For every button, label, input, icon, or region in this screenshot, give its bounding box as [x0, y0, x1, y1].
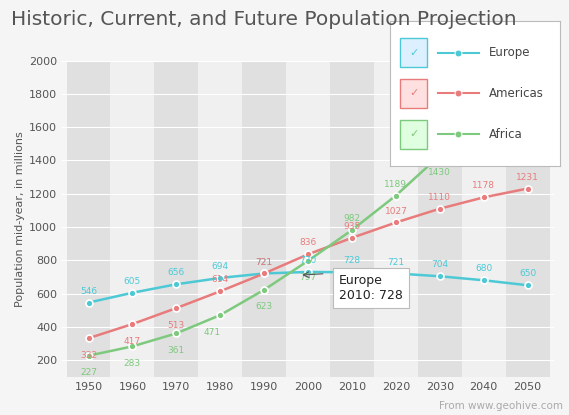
- Text: 283: 283: [124, 359, 141, 368]
- FancyBboxPatch shape: [400, 79, 427, 108]
- Text: 1027: 1027: [385, 207, 407, 215]
- Text: Europe: Europe: [489, 46, 530, 59]
- Bar: [154, 61, 198, 377]
- Text: 623: 623: [255, 302, 273, 311]
- Text: From www.geohive.com: From www.geohive.com: [439, 401, 563, 411]
- Text: 1231: 1231: [516, 173, 539, 182]
- FancyBboxPatch shape: [400, 120, 427, 149]
- Text: 361: 361: [168, 346, 185, 355]
- Text: 546: 546: [80, 287, 97, 295]
- Text: 680: 680: [475, 264, 492, 273]
- Bar: [418, 61, 462, 377]
- Bar: [67, 61, 110, 377]
- FancyBboxPatch shape: [400, 38, 427, 67]
- Y-axis label: Population mid-year, in millions: Population mid-year, in millions: [15, 131, 25, 307]
- Text: 1430: 1430: [428, 168, 451, 177]
- Bar: [198, 61, 242, 377]
- Text: 836: 836: [299, 238, 317, 247]
- Text: ✓: ✓: [409, 129, 418, 139]
- Text: 728: 728: [344, 256, 361, 265]
- Bar: [506, 61, 550, 377]
- Bar: [242, 61, 286, 377]
- Text: ✓: ✓: [409, 48, 418, 58]
- Bar: [374, 61, 418, 377]
- Text: 1189: 1189: [385, 180, 407, 188]
- Text: 730: 730: [299, 256, 317, 265]
- Text: Europe
2010: 728: Europe 2010: 728: [339, 274, 403, 302]
- Text: 417: 417: [124, 337, 141, 346]
- Text: 471: 471: [203, 327, 220, 337]
- Bar: [286, 61, 330, 377]
- Text: 935: 935: [343, 222, 361, 231]
- Text: 605: 605: [124, 277, 141, 286]
- Text: 694: 694: [212, 262, 229, 271]
- Text: 650: 650: [519, 269, 536, 278]
- Text: Americas: Americas: [489, 87, 543, 100]
- Text: ✓: ✓: [409, 88, 418, 98]
- Text: 982: 982: [344, 214, 361, 223]
- Text: 1178: 1178: [472, 181, 495, 190]
- Text: 332: 332: [80, 351, 97, 360]
- Text: 513: 513: [168, 320, 185, 330]
- Bar: [330, 61, 374, 377]
- Text: 721: 721: [255, 257, 273, 266]
- Text: 797: 797: [299, 273, 317, 282]
- Text: 656: 656: [168, 269, 185, 277]
- Text: 721: 721: [387, 257, 405, 266]
- Text: 1110: 1110: [428, 193, 451, 202]
- Text: Africa: Africa: [489, 127, 522, 141]
- Text: 704: 704: [431, 260, 448, 269]
- Text: Historic, Current, and Future Population Projection: Historic, Current, and Future Population…: [11, 10, 517, 29]
- Text: 227: 227: [80, 368, 97, 377]
- Text: 1680: 1680: [472, 126, 495, 135]
- Text: 1850: 1850: [516, 98, 539, 107]
- Text: 721: 721: [255, 257, 273, 266]
- Bar: [462, 61, 506, 377]
- Bar: [110, 61, 154, 377]
- Text: 614: 614: [212, 275, 229, 284]
